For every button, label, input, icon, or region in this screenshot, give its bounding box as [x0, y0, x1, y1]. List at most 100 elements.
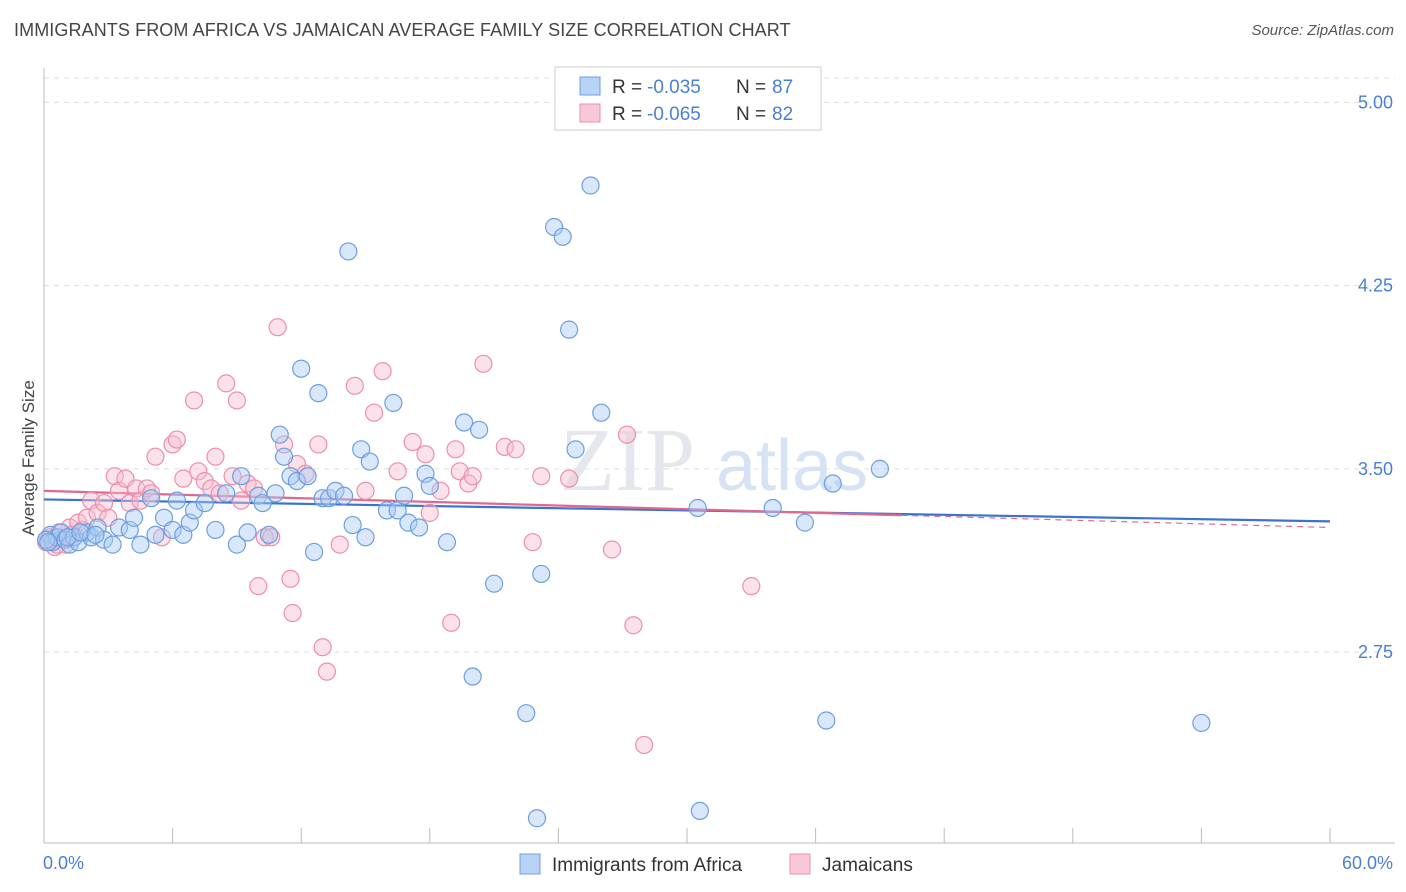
- data-point-immigrants-from-africa: [227, 535, 246, 554]
- data-point-jamaicans: [330, 535, 349, 554]
- data-point-immigrants-from-africa: [206, 520, 225, 540]
- data-point-immigrants-from-africa: [163, 520, 182, 540]
- y-tick-label: 5.00: [1358, 92, 1393, 112]
- data-point-jamaicans: [431, 481, 450, 500]
- data-point-immigrants-from-africa: [532, 564, 551, 584]
- legend-r-value-blue: -0.035: [647, 77, 701, 98]
- bottom-legend-label-blue: Immigrants from Africa: [552, 855, 742, 876]
- data-point-immigrants-from-africa: [266, 484, 285, 503]
- data-point-jamaicans: [94, 493, 114, 513]
- data-point-jamaicans: [281, 569, 300, 588]
- data-point-immigrants-from-africa: [217, 484, 236, 503]
- data-point-jamaicans: [560, 469, 579, 488]
- watermark-zip: ZIP: [560, 411, 695, 510]
- data-point-jamaicans: [195, 471, 214, 491]
- data-point-jamaicans: [523, 533, 542, 552]
- data-point-jamaicans: [364, 403, 384, 422]
- data-point-immigrants-from-africa: [37, 530, 56, 549]
- data-point-immigrants-from-africa: [409, 518, 429, 537]
- data-point-immigrants-from-africa: [238, 523, 257, 542]
- y-tick-labels: 2.75 3.50 4.25 5.00: [1358, 92, 1393, 662]
- data-point-immigrants-from-africa: [463, 667, 482, 686]
- data-point-immigrants-from-africa: [437, 533, 457, 552]
- data-point-jamaicans: [345, 376, 364, 395]
- data-point-jamaicans: [532, 467, 551, 486]
- legend-n-value-pink: 82: [772, 104, 793, 125]
- data-point-immigrants-from-africa: [146, 525, 165, 544]
- trend-lines: [43, 489, 1331, 529]
- data-point-jamaicans: [356, 481, 375, 500]
- data-point-immigrants-from-africa: [39, 533, 58, 552]
- data-point-immigrants-from-africa: [131, 535, 150, 554]
- data-point-jamaicans: [206, 447, 225, 466]
- data-point-jamaicans: [249, 577, 268, 596]
- data-point-immigrants-from-africa: [319, 489, 339, 508]
- data-point-jamaicans: [167, 430, 186, 449]
- data-point-immigrants-from-africa: [167, 491, 186, 510]
- x-tick-label-max: 60.0%: [1342, 853, 1393, 873]
- data-point-immigrants-from-africa: [795, 513, 814, 532]
- data-point-immigrants-from-africa: [309, 384, 328, 403]
- data-point-jamaicans: [495, 437, 514, 456]
- data-point-jamaicans: [624, 616, 643, 635]
- data-point-immigrants-from-africa: [195, 493, 214, 513]
- data-point-immigrants-from-africa: [817, 711, 836, 730]
- data-point-immigrants-from-africa: [274, 447, 294, 466]
- data-point-immigrants-from-africa: [763, 498, 782, 518]
- data-point-jamaicans: [210, 484, 229, 503]
- data-point-immigrants-from-africa: [270, 425, 289, 444]
- data-point-immigrants-from-africa: [688, 498, 707, 518]
- y-tick-label: 2.75: [1358, 642, 1393, 662]
- data-point-immigrants-from-africa: [94, 530, 114, 549]
- data-point-jamaicans: [388, 462, 407, 481]
- data-point-immigrants-from-africa: [356, 528, 375, 547]
- data-point-jamaicans: [217, 374, 236, 393]
- legend-r-value-pink: -0.065: [647, 104, 701, 125]
- data-point-immigrants-from-africa: [360, 452, 379, 471]
- data-point-jamaicans: [105, 467, 124, 486]
- bottom-legend-swatch-pink: [789, 853, 811, 875]
- data-point-immigrants-from-africa: [560, 320, 579, 339]
- x-tick-label-min: 0.0%: [43, 853, 84, 873]
- data-point-immigrants-from-africa: [334, 486, 354, 505]
- data-point-immigrants-from-africa: [553, 227, 572, 246]
- data-point-jamaicans: [227, 391, 246, 410]
- data-point-immigrants-from-africa: [142, 489, 161, 508]
- data-point-immigrants-from-africa: [384, 393, 403, 413]
- y-tick-label: 3.50: [1358, 459, 1393, 479]
- data-point-jamaicans: [189, 462, 208, 481]
- legend-r-label-pink: R =: [612, 104, 642, 125]
- data-point-immigrants-from-africa: [454, 413, 474, 432]
- y-axis-label: Average Family Size: [19, 380, 38, 536]
- axes: [43, 68, 1395, 844]
- data-point-jamaicans: [184, 391, 204, 410]
- data-point-immigrants-from-africa: [870, 459, 890, 478]
- data-point-immigrants-from-africa: [343, 515, 362, 535]
- data-point-jamaicans: [262, 528, 281, 547]
- data-point-immigrants-from-africa: [86, 525, 105, 544]
- data-point-immigrants-from-africa: [259, 525, 279, 544]
- data-point-immigrants-from-africa: [298, 467, 317, 486]
- data-point-jamaicans: [420, 503, 439, 522]
- data-point-immigrants-from-africa: [469, 420, 489, 439]
- trend-line-immigrants-from-africa: [43, 498, 1331, 523]
- data-point-immigrants-from-africa: [124, 508, 144, 527]
- data-point-immigrants-from-africa: [399, 513, 418, 532]
- bottom-legend-swatch-blue: [519, 853, 541, 875]
- grid-lines: [44, 77, 1395, 653]
- data-point-immigrants-from-africa: [71, 523, 90, 542]
- data-point-immigrants-from-africa: [377, 501, 397, 520]
- legend-n-label-pink: N =: [736, 104, 766, 125]
- data-point-jamaicans: [88, 503, 107, 522]
- data-point-immigrants-from-africa: [326, 481, 345, 500]
- data-point-jamaicans: [742, 577, 761, 596]
- data-point-jamaicans: [283, 603, 302, 623]
- data-point-immigrants-from-africa: [592, 403, 611, 422]
- data-point-immigrants-from-africa: [581, 176, 600, 195]
- legend-n-value-blue: 87: [772, 77, 793, 98]
- data-point-jamaicans: [506, 440, 525, 459]
- data-point-jamaicans: [442, 613, 461, 632]
- data-point-jamaicans: [474, 354, 493, 373]
- data-point-immigrants-from-africa: [304, 542, 324, 562]
- data-point-jamaicans: [309, 435, 328, 454]
